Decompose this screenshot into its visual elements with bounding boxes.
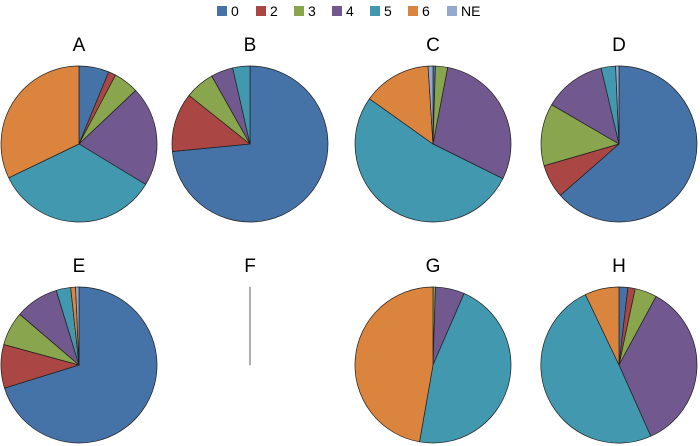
pie-title: C [426,35,440,56]
legend-swatch [332,6,342,16]
legend-label: 5 [384,3,392,19]
legend-swatch [256,6,266,16]
pie-slice-5 [354,98,504,223]
legend-swatch [408,6,418,16]
pie-slice-5 [232,65,251,145]
pie-title: D [612,35,626,56]
pie-title: E [73,256,86,277]
pie-c: C [354,35,512,223]
legend-item-3: 3 [294,3,316,19]
legend-item-6: 6 [408,3,430,19]
pie-g: G [354,256,512,444]
legend-label: 3 [308,3,316,19]
pie-title: H [612,256,626,277]
legend-label: 4 [346,3,354,19]
pie-title: B [244,35,257,56]
pie-b: B [171,35,329,223]
legend-item-ne: NE [447,3,480,19]
pie-title: F [244,256,256,277]
pie-slice-2 [171,95,251,152]
pie-slice-5 [8,143,147,223]
pie-slice-ne [75,286,80,366]
pie-title: A [73,35,86,56]
pie-e: E [0,256,158,444]
pie-f: F [244,256,256,366]
legend-label: NE [461,3,480,19]
pie-slice-5 [540,294,652,444]
pie-title: G [426,256,441,277]
pie-slice-4 [78,90,158,185]
pie-slice-4 [432,67,512,179]
pie-slice-6 [0,65,80,179]
pie-slice-6 [585,286,620,366]
pie-slice-6 [354,286,434,443]
pie-h: H [540,256,698,444]
pie-slice-ne [615,65,620,145]
pie-slice-3 [540,104,620,167]
pie-slice-4 [618,296,698,437]
legend-item-4: 4 [332,3,354,19]
pie-a: A [0,35,158,223]
pie-grid: A B C D E F G H [0,35,698,444]
pie-slice-6 [369,65,434,145]
legend-label: 2 [270,3,278,19]
pie-slice-ne [427,65,434,145]
legend-swatch [370,6,380,16]
pie-slice-0 [4,286,158,444]
pie-slice-0 [559,65,698,223]
pie-d: D [540,35,698,223]
legend-item-0: 0 [217,3,239,19]
legend-item-2: 2 [256,3,278,19]
legend-label: 6 [422,3,430,19]
legend-label: 0 [231,3,239,19]
legend-swatch [294,6,304,16]
legend-swatch [217,6,227,16]
pie-slice-5 [419,293,512,444]
pie-slice-4 [551,67,620,145]
legend-item-5: 5 [370,3,392,19]
legend-swatch [447,6,457,16]
legend: 0 2 3 4 5 6 NE [217,3,480,19]
